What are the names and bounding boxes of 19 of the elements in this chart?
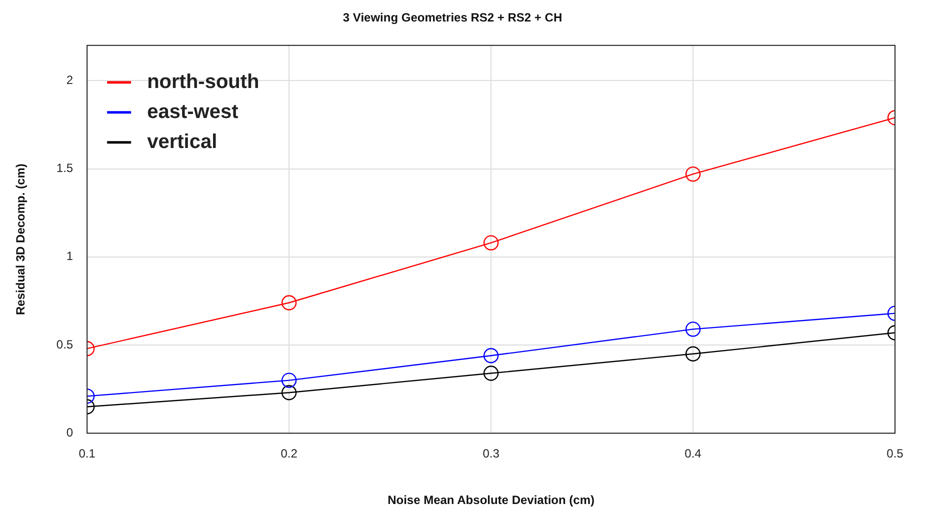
x-tick-label: 0.5 [886,446,904,461]
y-axis-title: Residual 3D Decomp. (cm) [14,164,28,315]
x-tick-label: 0.4 [684,446,702,461]
y-tick-label: 1.5 [56,161,74,176]
x-axis-title: Noise Mean Absolute Deviation (cm) [388,493,595,508]
x-tick-label: 0.1 [78,446,96,461]
y-tick-label: 0 [66,426,74,440]
chart-title: 3 Viewing Geometries RS2 + RS2 + CH [342,10,562,25]
point [483,348,499,364]
y-tick-label: 1 [66,249,74,264]
legend-label: north-south [147,70,260,93]
y-tick-label: 2 [66,72,74,87]
legend-label: vertical [147,130,218,153]
x-tick-label: 0.2 [280,446,298,461]
x-tick-label: 0.3 [482,446,500,461]
point [483,235,499,250]
legend-label: east-west [147,100,239,123]
y-tick-label: 0.5 [56,337,74,352]
point [483,366,499,381]
